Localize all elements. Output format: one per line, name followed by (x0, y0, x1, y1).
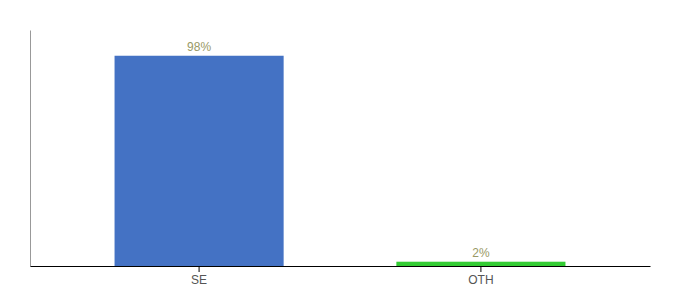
x-tick-mark (199, 266, 200, 272)
y-axis-line (30, 31, 31, 267)
x-tick-label: SE (191, 273, 207, 287)
x-tick-mark (480, 266, 481, 272)
data-label: 98% (187, 40, 211, 54)
x-tick: SE (191, 266, 207, 287)
data-labels: 98% 2% (187, 40, 490, 260)
x-tick-label: OTH (468, 273, 493, 287)
y-axis (30, 31, 31, 267)
x-axis-line (31, 266, 651, 267)
x-tick: OTH (468, 266, 493, 287)
bar (115, 56, 284, 266)
x-axis: SE OTH (31, 266, 651, 287)
bar (396, 262, 565, 266)
plot: SE OTH 98% 2% (31, 31, 651, 287)
chart: SE OTH 98% 2% (0, 0, 680, 300)
bars (115, 56, 566, 266)
data-label: 2% (472, 246, 490, 260)
